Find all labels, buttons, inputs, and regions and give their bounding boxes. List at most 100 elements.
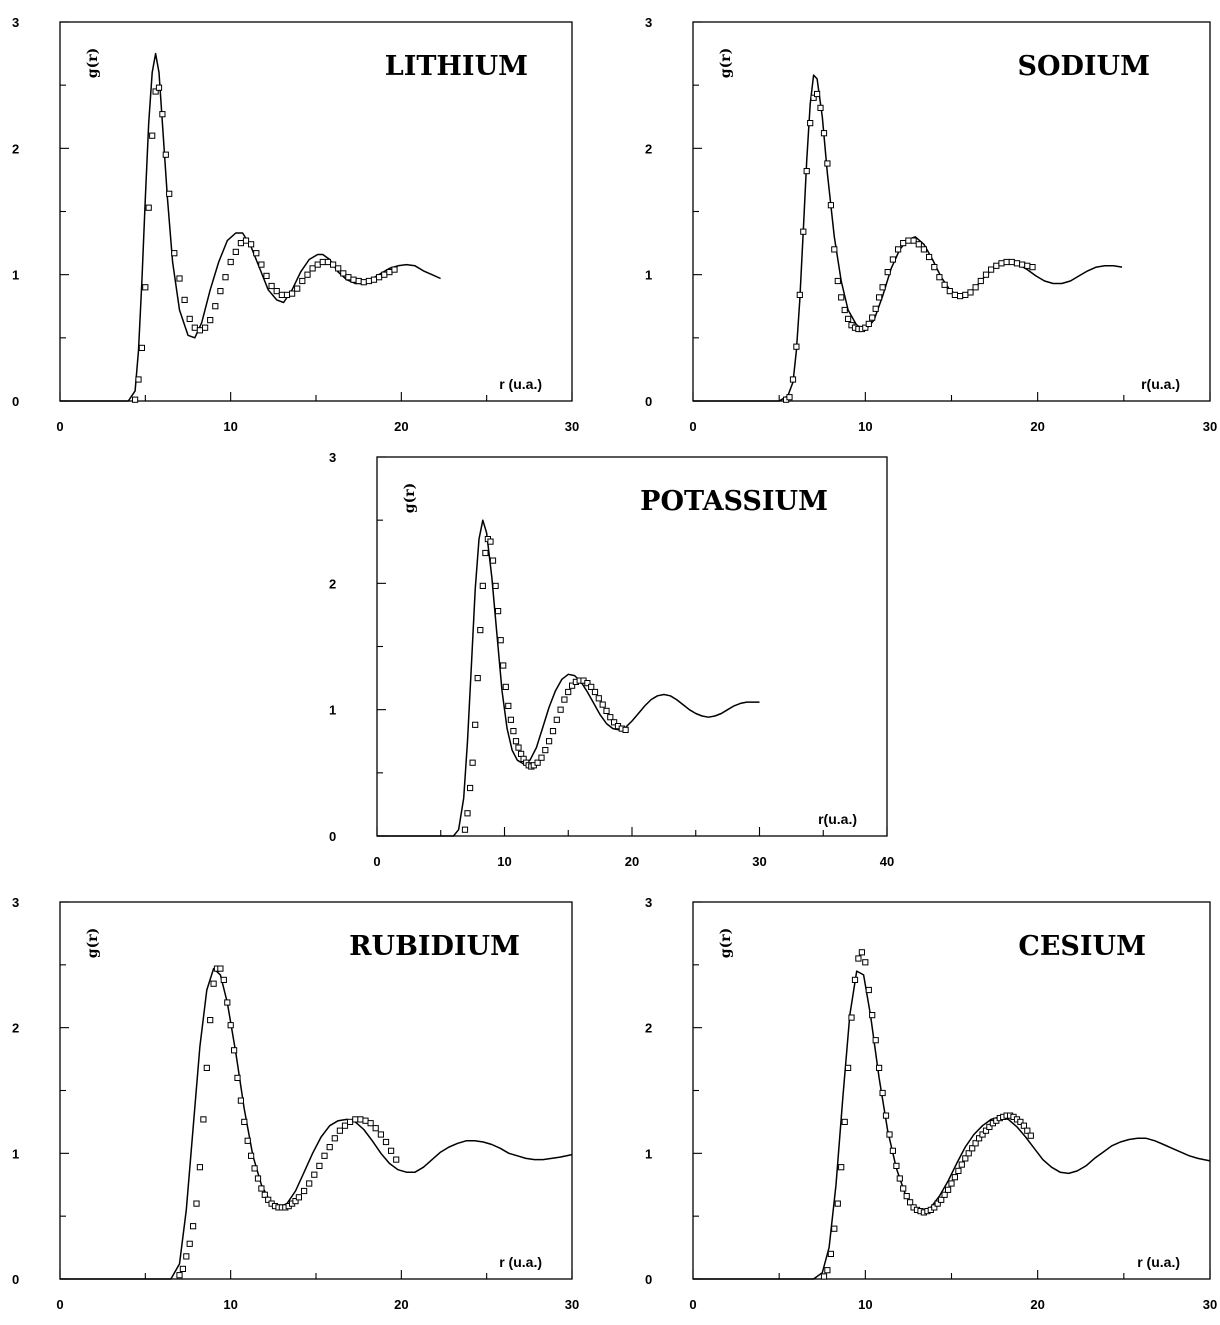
data-point: [347, 1118, 354, 1126]
y-tick-label: 0: [12, 394, 19, 409]
data-point: [588, 683, 595, 690]
data-point: [603, 707, 610, 714]
data-point: [977, 277, 984, 285]
experimental-points: [783, 90, 1036, 403]
data-point: [553, 716, 560, 723]
data-point: [841, 306, 848, 314]
x-tick-label: 0: [689, 1297, 696, 1312]
y-tick-label: 3: [329, 450, 336, 465]
data-point: [951, 291, 958, 298]
data-point: [237, 240, 245, 247]
data-point: [294, 285, 301, 292]
data-point: [507, 716, 514, 723]
data-point: [955, 1167, 962, 1175]
x-tick-label: 40: [880, 854, 894, 869]
data-point: [193, 1200, 200, 1207]
y-tick-label: 0: [645, 394, 652, 409]
data-point: [814, 90, 821, 98]
data-point: [324, 258, 331, 266]
data-point: [910, 237, 917, 244]
x-tick-label: 10: [858, 419, 872, 434]
data-point: [855, 955, 862, 962]
data-point: [803, 168, 810, 175]
chart-title: LITHIUM: [385, 51, 528, 82]
data-point: [905, 237, 912, 244]
data-point: [492, 582, 499, 589]
data-point: [599, 701, 606, 708]
data-point: [155, 84, 163, 91]
data-point: [982, 271, 990, 278]
data-point: [510, 728, 517, 735]
data-point: [549, 728, 557, 735]
data-point: [926, 253, 933, 261]
data-point: [807, 120, 814, 127]
data-point: [938, 1196, 945, 1203]
data-point: [370, 276, 378, 283]
data-point: [561, 696, 568, 703]
data-point: [220, 976, 227, 983]
data-point: [304, 271, 311, 278]
data-point: [542, 747, 549, 754]
data-point: [196, 1164, 204, 1171]
y-tick-label: 3: [645, 15, 652, 30]
data-point: [1027, 1132, 1034, 1139]
data-point: [232, 248, 239, 256]
data-point: [789, 376, 797, 383]
data-point: [487, 538, 494, 545]
data-point: [258, 1185, 265, 1192]
data-point: [948, 1180, 955, 1187]
data-point: [372, 1125, 379, 1132]
data-point: [268, 282, 275, 290]
data-point: [879, 1089, 886, 1097]
data-point: [1013, 260, 1021, 267]
data-point: [248, 1152, 255, 1159]
data-point: [181, 296, 188, 303]
data-point: [202, 324, 209, 331]
data-point: [946, 288, 953, 295]
data-point: [227, 1022, 234, 1029]
data-point: [135, 376, 142, 383]
data-point: [335, 265, 342, 272]
data-point: [845, 1064, 852, 1072]
y-tick-label: 0: [329, 829, 336, 844]
data-point: [176, 275, 183, 282]
data-point: [186, 1240, 193, 1247]
data-point: [295, 1194, 302, 1201]
data-point: [179, 1265, 187, 1273]
data-point: [222, 274, 229, 281]
data-point: [884, 269, 891, 276]
experimental-points: [461, 536, 629, 833]
y-tick-label: 2: [645, 1021, 652, 1036]
data-point: [467, 784, 474, 792]
data-point: [352, 1116, 359, 1123]
data-point: [834, 277, 841, 285]
theory-curve: [60, 967, 573, 1280]
data-point: [882, 1112, 890, 1119]
x-tick-label: 30: [1203, 1297, 1217, 1312]
x-tick-label: 10: [858, 1297, 872, 1312]
data-point: [326, 1144, 333, 1151]
data-point: [986, 1123, 993, 1131]
y-tick-label: 0: [12, 1272, 19, 1287]
data-point: [162, 151, 169, 158]
data-point: [820, 130, 828, 137]
data-point: [607, 714, 614, 721]
y-tick-label: 1: [12, 1146, 19, 1161]
data-point: [515, 744, 522, 751]
data-point: [227, 258, 234, 266]
data-point: [1019, 261, 1026, 268]
data-point: [391, 266, 398, 273]
data-point: [386, 269, 393, 276]
data-point: [872, 305, 879, 312]
data-point: [1024, 1127, 1031, 1134]
data-point: [145, 204, 152, 211]
data-point: [321, 1152, 328, 1159]
x-axis-label: r (u.a.): [499, 376, 542, 392]
x-axis-label: r (u.a.): [499, 1254, 542, 1270]
data-point: [138, 344, 146, 351]
data-point: [845, 315, 852, 322]
data-point: [595, 695, 602, 702]
